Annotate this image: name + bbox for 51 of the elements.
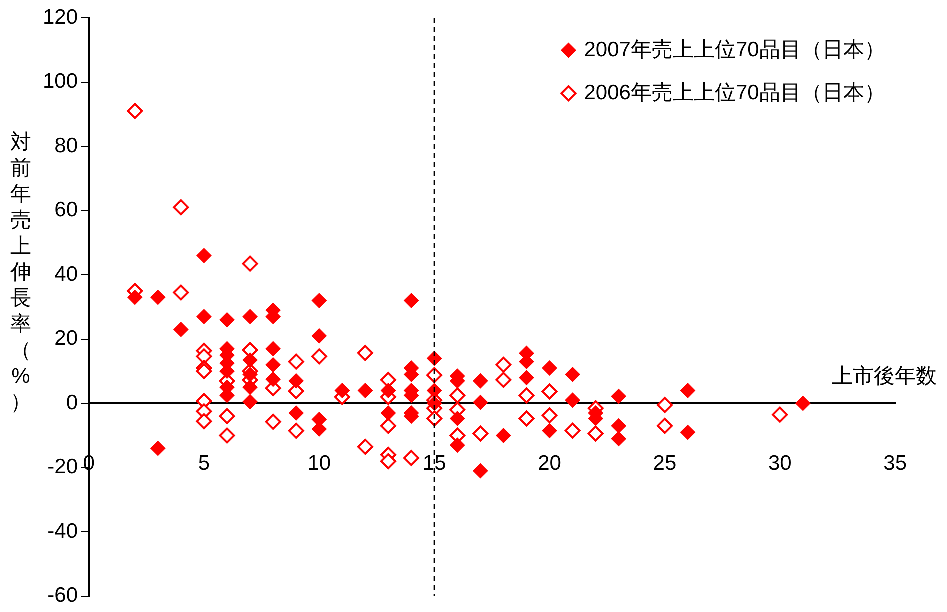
point <box>127 103 144 120</box>
point <box>380 453 397 470</box>
point <box>357 345 374 362</box>
y-tick-label: 80 <box>54 134 78 158</box>
x-tick-label: 5 <box>198 452 210 475</box>
point <box>265 414 282 430</box>
y-tick-label: -40 <box>48 520 78 543</box>
point <box>219 428 236 444</box>
point <box>404 450 420 466</box>
point <box>173 200 190 216</box>
x-tick-label: 25 <box>653 452 677 475</box>
y-tick-label: 20 <box>54 327 78 350</box>
x-tick-label: 30 <box>768 452 792 475</box>
point <box>588 426 604 442</box>
y-tick-label: -20 <box>48 456 78 479</box>
point <box>450 388 466 404</box>
point <box>542 384 558 400</box>
x-axis-title: 上市後年数 <box>832 364 937 390</box>
point <box>518 388 535 404</box>
x-tick-label: 15 <box>422 452 446 475</box>
point <box>564 422 581 439</box>
point <box>472 426 489 442</box>
y-tick-label: 120 <box>42 6 78 29</box>
point <box>219 408 236 424</box>
y-tick-label: 100 <box>42 70 78 94</box>
point <box>380 418 397 434</box>
point <box>288 422 304 439</box>
x-tick-label: 35 <box>884 452 907 475</box>
point <box>656 418 673 434</box>
y-tick-label: 40 <box>54 262 78 286</box>
point <box>242 256 258 272</box>
y-tick-label: 0 <box>66 391 78 414</box>
point <box>288 354 304 370</box>
y-tick-label: 60 <box>54 198 78 222</box>
point <box>196 363 212 380</box>
text: 対前年売上伸長率（%） <box>10 131 32 414</box>
point <box>173 284 190 301</box>
legend-label: 2006年売上上位70品目（日本） <box>584 81 886 104</box>
x-tick-label: 20 <box>538 452 562 475</box>
point <box>656 397 673 414</box>
point <box>518 410 535 427</box>
point <box>772 406 788 423</box>
point <box>496 357 512 374</box>
point <box>196 414 212 430</box>
point <box>357 438 374 455</box>
legend-label: 2007年売上上位70品目（日本） <box>584 38 886 62</box>
point <box>496 372 512 388</box>
point <box>542 407 558 424</box>
x-tick-label: 10 <box>308 452 332 475</box>
point <box>311 348 328 365</box>
y-tick-label: -60 <box>48 584 78 608</box>
